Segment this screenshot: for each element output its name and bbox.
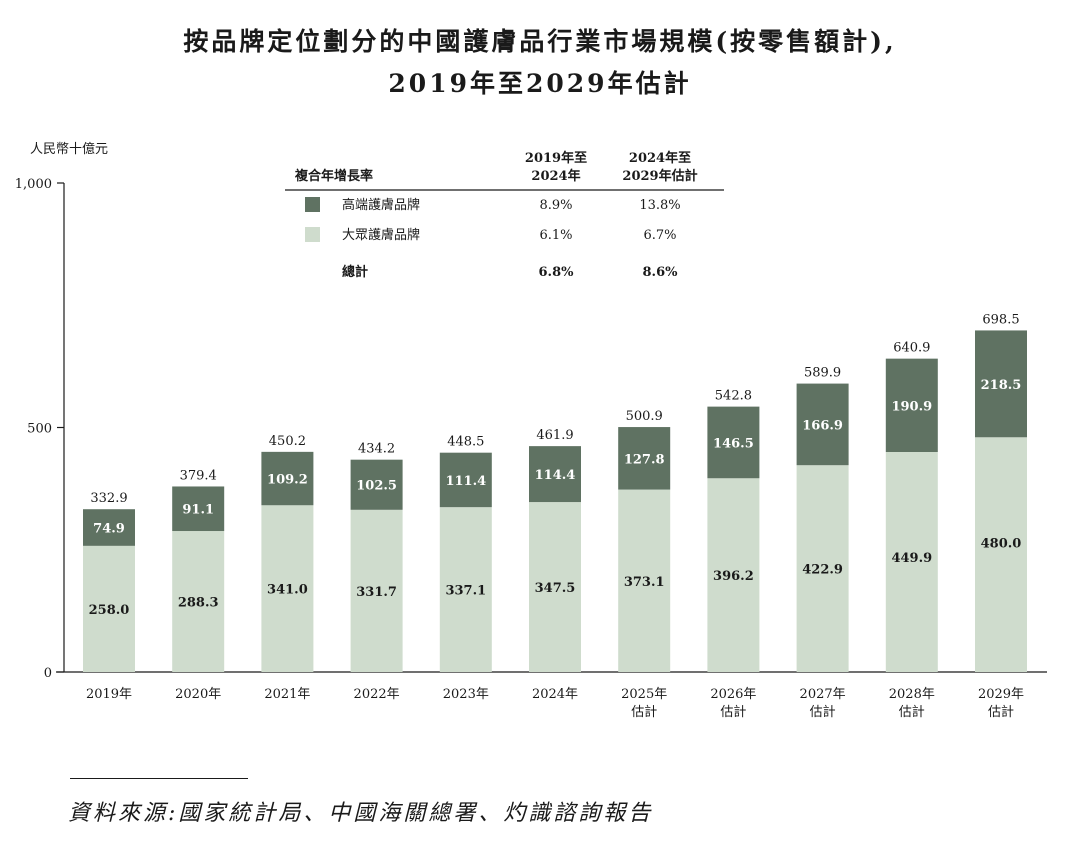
mass-value-label: 258.0 bbox=[89, 603, 130, 618]
premium-value-label: 166.9 bbox=[802, 418, 843, 433]
mass-value-label: 337.1 bbox=[445, 584, 486, 599]
legend-cagr-1: 8.9% bbox=[539, 198, 572, 213]
legend-total-name: 總計 bbox=[342, 264, 368, 280]
mass-value-label: 449.9 bbox=[891, 551, 932, 566]
mass-value-label: 347.5 bbox=[535, 581, 576, 596]
bar-premium-segment bbox=[707, 406, 760, 479]
mass-value-label: 422.9 bbox=[802, 563, 843, 578]
legend-series-name: 大眾護膚品牌 bbox=[342, 227, 420, 243]
premium-value-label: 190.9 bbox=[891, 399, 932, 414]
x-tick-label: 2026年 bbox=[710, 687, 756, 702]
total-value-label: 640.9 bbox=[893, 341, 930, 356]
bar-premium-segment bbox=[885, 358, 938, 452]
legend-series-name: 高端護膚品牌 bbox=[342, 197, 420, 213]
bar-mass-segment bbox=[350, 509, 403, 672]
bar-premium-segment bbox=[83, 509, 135, 546]
total-value-label: 542.8 bbox=[715, 389, 752, 404]
legend-swatch-premium bbox=[305, 197, 320, 212]
x-tick-sublabel: 估計 bbox=[631, 704, 657, 720]
legend-col1-header-line2: 2024年 bbox=[531, 168, 580, 184]
bar-mass-segment bbox=[707, 478, 760, 672]
bar-mass-segment bbox=[618, 489, 671, 672]
legend-col2-header-line1: 2024年至 bbox=[629, 150, 691, 166]
legend-cagr-1: 6.1% bbox=[539, 228, 572, 243]
bar-mass-segment bbox=[885, 451, 938, 672]
premium-value-label: 146.5 bbox=[713, 436, 754, 451]
premium-value-label: 74.9 bbox=[93, 522, 125, 537]
legend-col1-header-line1: 2019年至 bbox=[525, 150, 587, 166]
premium-value-label: 109.2 bbox=[267, 473, 308, 488]
x-tick-label: 2025年 bbox=[621, 687, 667, 702]
premium-value-label: 114.4 bbox=[535, 468, 576, 483]
legend-total-cagr-1: 6.8% bbox=[539, 265, 575, 280]
x-tick-sublabel: 估計 bbox=[988, 704, 1014, 720]
legend-cagr-2: 6.7% bbox=[643, 228, 676, 243]
bar-premium-segment bbox=[350, 459, 403, 510]
legend-cagr-2: 13.8% bbox=[639, 198, 680, 213]
chart-title-line-1: 按品牌定位劃分的中國護膚品行業市場規模(按零售額計), bbox=[183, 27, 897, 56]
mass-value-label: 288.3 bbox=[178, 596, 219, 611]
source-divider bbox=[70, 778, 248, 779]
total-value-label: 450.2 bbox=[269, 434, 306, 449]
x-tick-label: 2021年 bbox=[264, 687, 310, 702]
mass-value-label: 396.2 bbox=[713, 569, 754, 584]
total-value-label: 379.4 bbox=[180, 468, 217, 483]
premium-value-label: 218.5 bbox=[981, 378, 1022, 393]
x-tick-sublabel: 估計 bbox=[720, 704, 746, 720]
x-tick-label: 2029年 bbox=[978, 687, 1024, 702]
bar-mass-segment bbox=[529, 502, 581, 672]
total-value-label: 332.9 bbox=[90, 491, 127, 506]
legend-swatch-mass bbox=[305, 227, 320, 242]
mass-value-label: 331.7 bbox=[356, 585, 397, 600]
stacked-bar-chart: 人民幣十億元 0 500 1,000 258.0 74.9 332.9 2019年 288.3 9… bbox=[15, 141, 1047, 720]
total-value-label: 448.5 bbox=[447, 435, 484, 450]
total-value-label: 589.9 bbox=[804, 366, 841, 381]
x-tick-sublabel: 估計 bbox=[899, 704, 925, 720]
x-tick-label: 2023年 bbox=[443, 687, 489, 702]
mass-value-label: 341.0 bbox=[267, 583, 308, 598]
x-tick-label: 2027年 bbox=[800, 687, 846, 702]
bar-mass-segment bbox=[975, 437, 1027, 672]
premium-value-label: 111.4 bbox=[445, 474, 486, 489]
bar-premium-segment bbox=[261, 451, 314, 506]
bar-premium-segment bbox=[796, 383, 849, 466]
bar-mass-segment bbox=[796, 465, 849, 672]
mass-value-label: 373.1 bbox=[624, 575, 665, 590]
bar-mass-segment bbox=[83, 545, 135, 672]
total-value-label: 500.9 bbox=[626, 409, 663, 424]
x-tick-label: 2024年 bbox=[532, 687, 578, 702]
bar-mass-segment bbox=[172, 531, 225, 672]
bar-premium-segment bbox=[618, 427, 671, 490]
bar-mass-segment bbox=[439, 507, 492, 672]
bar-premium-segment bbox=[529, 446, 581, 503]
premium-value-label: 91.1 bbox=[182, 503, 214, 518]
premium-value-label: 127.8 bbox=[624, 452, 665, 467]
bar-premium-segment bbox=[975, 330, 1027, 438]
bar-premium-segment bbox=[439, 452, 492, 508]
x-tick-label: 2022年 bbox=[354, 687, 400, 702]
premium-value-label: 102.5 bbox=[356, 479, 397, 494]
legend-col2-header-line2: 2029年估計 bbox=[622, 168, 697, 184]
x-tick-label: 2019年 bbox=[86, 687, 132, 702]
total-value-label: 461.9 bbox=[536, 428, 573, 443]
mass-value-label: 480.0 bbox=[981, 536, 1022, 551]
chart-title-line-2: 2019年至2029年估計 bbox=[388, 69, 692, 98]
bar-premium-segment bbox=[172, 486, 225, 532]
total-value-label: 434.2 bbox=[358, 442, 395, 457]
legend-header: 複合年增長率 bbox=[294, 168, 373, 184]
source-note: 資料來源:國家統計局、中國海關總署、灼識諮詢報告 bbox=[68, 801, 654, 826]
legend-total-cagr-2: 8.6% bbox=[643, 265, 679, 280]
bar-mass-segment bbox=[261, 505, 314, 672]
x-tick-label: 2028年 bbox=[889, 687, 935, 702]
y-tick-label: 1,000 bbox=[15, 177, 52, 192]
y-axis-label: 人民幣十億元 bbox=[30, 141, 108, 157]
x-tick-label: 2020年 bbox=[175, 687, 221, 702]
y-tick-label: 0 bbox=[44, 666, 52, 681]
x-tick-sublabel: 估計 bbox=[810, 704, 836, 720]
total-value-label: 698.5 bbox=[982, 312, 1019, 327]
y-tick-label: 500 bbox=[27, 422, 52, 437]
